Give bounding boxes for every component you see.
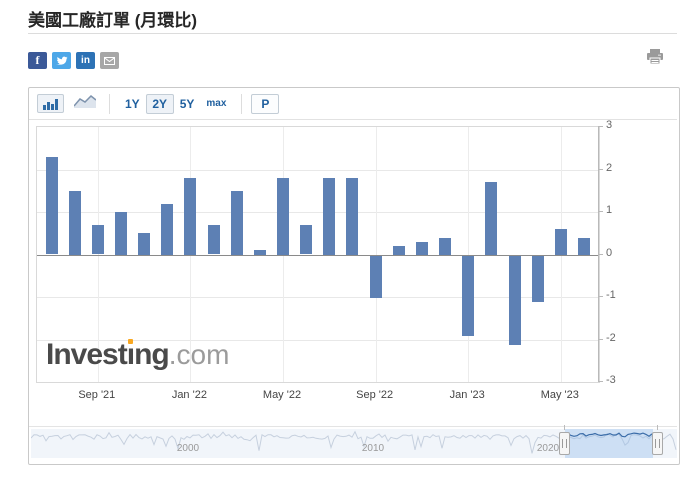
facebook-share-button[interactable]: f [28, 52, 47, 69]
bar-chart-icon [43, 99, 58, 110]
linkedin-icon: in [81, 55, 90, 66]
right-handle-stem [657, 425, 658, 430]
bar-Jan--23[interactable] [462, 255, 475, 337]
bar-Nov--22[interactable] [415, 241, 428, 255]
x-axis-label: May '22 [262, 389, 302, 401]
range-max-button[interactable]: max [206, 98, 227, 109]
bar-Jul--21[interactable] [45, 156, 58, 255]
bar-Oct--21[interactable] [114, 212, 127, 255]
navigator-year-label: 2020 [536, 443, 560, 454]
bar-Jun--22[interactable] [300, 224, 313, 255]
navigator-selection-line [565, 432, 653, 438]
linkedin-share-button[interactable]: in [76, 52, 95, 69]
toolbar-separator [241, 93, 243, 114]
x-axis-label: May '23 [540, 389, 579, 401]
gridline-h [37, 212, 599, 213]
y-axis-label: -2 [606, 331, 616, 344]
gridline-h [37, 169, 599, 171]
bar-Nov--21[interactable] [138, 233, 151, 255]
twitter-share-button[interactable] [52, 52, 71, 69]
gridline-h [37, 339, 599, 341]
logo-orange-dot [127, 339, 133, 344]
bar-May--22[interactable] [277, 178, 289, 255]
toolbar-separator [109, 93, 110, 114]
x-axis-label: Jan '23 [449, 389, 485, 401]
gridline-h [37, 297, 599, 298]
print-button[interactable] [645, 48, 667, 68]
bar-Aug--21[interactable] [68, 190, 81, 255]
title-divider [28, 33, 677, 34]
line-chart-icon [73, 94, 97, 108]
navigator-year-label: 2010 [361, 443, 385, 454]
x-axis-label: Sep '22 [356, 389, 394, 401]
bar-Mar--23[interactable] [508, 255, 521, 345]
bar-chart-type-button[interactable] [37, 94, 64, 113]
x-axis-label: Sep '21 [78, 389, 116, 401]
range-navigator[interactable]: 2000 2010 2020 [31, 425, 677, 458]
bar-Mar--22[interactable] [230, 190, 243, 255]
email-icon [104, 56, 115, 65]
x-axis-label: Jan '22 [171, 389, 207, 401]
bar-Jun--23[interactable] [577, 237, 590, 255]
range-1y-button[interactable]: 1Y [125, 96, 140, 111]
page-title: 美國工廠訂單 (月環比) [28, 11, 198, 30]
bar-Sep--21[interactable] [91, 224, 104, 255]
email-share-button[interactable] [100, 52, 119, 69]
navigator-left-handle[interactable] [559, 432, 570, 455]
navigator-top-line [29, 426, 677, 427]
bar-Aug--22[interactable] [346, 178, 359, 255]
y-axis-line [598, 126, 599, 382]
zero-line [37, 254, 599, 256]
bar-May--23[interactable] [554, 229, 567, 255]
chart-toolbar: 1Y 2Y 5Y max P [29, 88, 677, 120]
navigator-right-handle[interactable] [652, 432, 663, 455]
printer-icon [647, 49, 663, 65]
navigator-selected-range[interactable] [565, 429, 653, 458]
twitter-icon [55, 56, 68, 65]
y-axis-label: 2 [606, 161, 613, 174]
range-5y-button[interactable]: 5Y [179, 96, 195, 111]
bar-Apr--22[interactable] [253, 250, 266, 255]
left-handle-stem [564, 425, 565, 430]
bar-Jan--22[interactable] [184, 178, 197, 255]
line-chart-type-button[interactable] [70, 92, 100, 115]
bar-Sep--22[interactable] [369, 255, 382, 298]
y-axis-label: 1 [606, 204, 613, 216]
y-axis-label: 0 [606, 246, 613, 259]
chart-widget: 1Y 2Y 5Y max P 3 2 1 0 -1 -2 -3 Sep '21 Jan '22 M… [28, 87, 680, 465]
bar-Oct--22[interactable] [392, 246, 405, 255]
facebook-icon: f [35, 53, 40, 67]
bar-Dec--22[interactable] [439, 237, 451, 255]
plot-area[interactable] [36, 126, 600, 383]
bar-Feb--22[interactable] [207, 224, 220, 255]
y-axis-label: 3 [606, 119, 613, 131]
bar-Feb--23[interactable] [485, 182, 498, 255]
investing-logo: Investı ng.com [46, 338, 230, 371]
y-axis-label: -1 [606, 289, 616, 301]
y-axis-label: -3 [606, 374, 616, 386]
bar-Apr--23[interactable] [531, 255, 544, 303]
bar-Dec--21[interactable] [161, 203, 174, 255]
bar-Jul--22[interactable] [323, 178, 336, 255]
navigator-year-label: 2000 [176, 443, 200, 454]
p-button[interactable]: P [251, 93, 280, 114]
range-2y-button[interactable]: 2Y [145, 93, 174, 114]
